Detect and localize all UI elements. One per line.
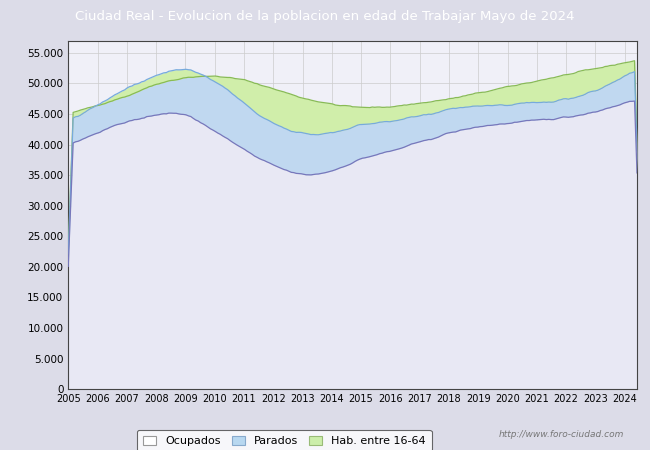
Text: http://www.foro-ciudad.com: http://www.foro-ciudad.com <box>499 430 624 439</box>
Text: Ciudad Real - Evolucion de la poblacion en edad de Trabajar Mayo de 2024: Ciudad Real - Evolucion de la poblacion … <box>75 10 575 23</box>
Legend: Ocupados, Parados, Hab. entre 16-64: Ocupados, Parados, Hab. entre 16-64 <box>137 430 432 450</box>
